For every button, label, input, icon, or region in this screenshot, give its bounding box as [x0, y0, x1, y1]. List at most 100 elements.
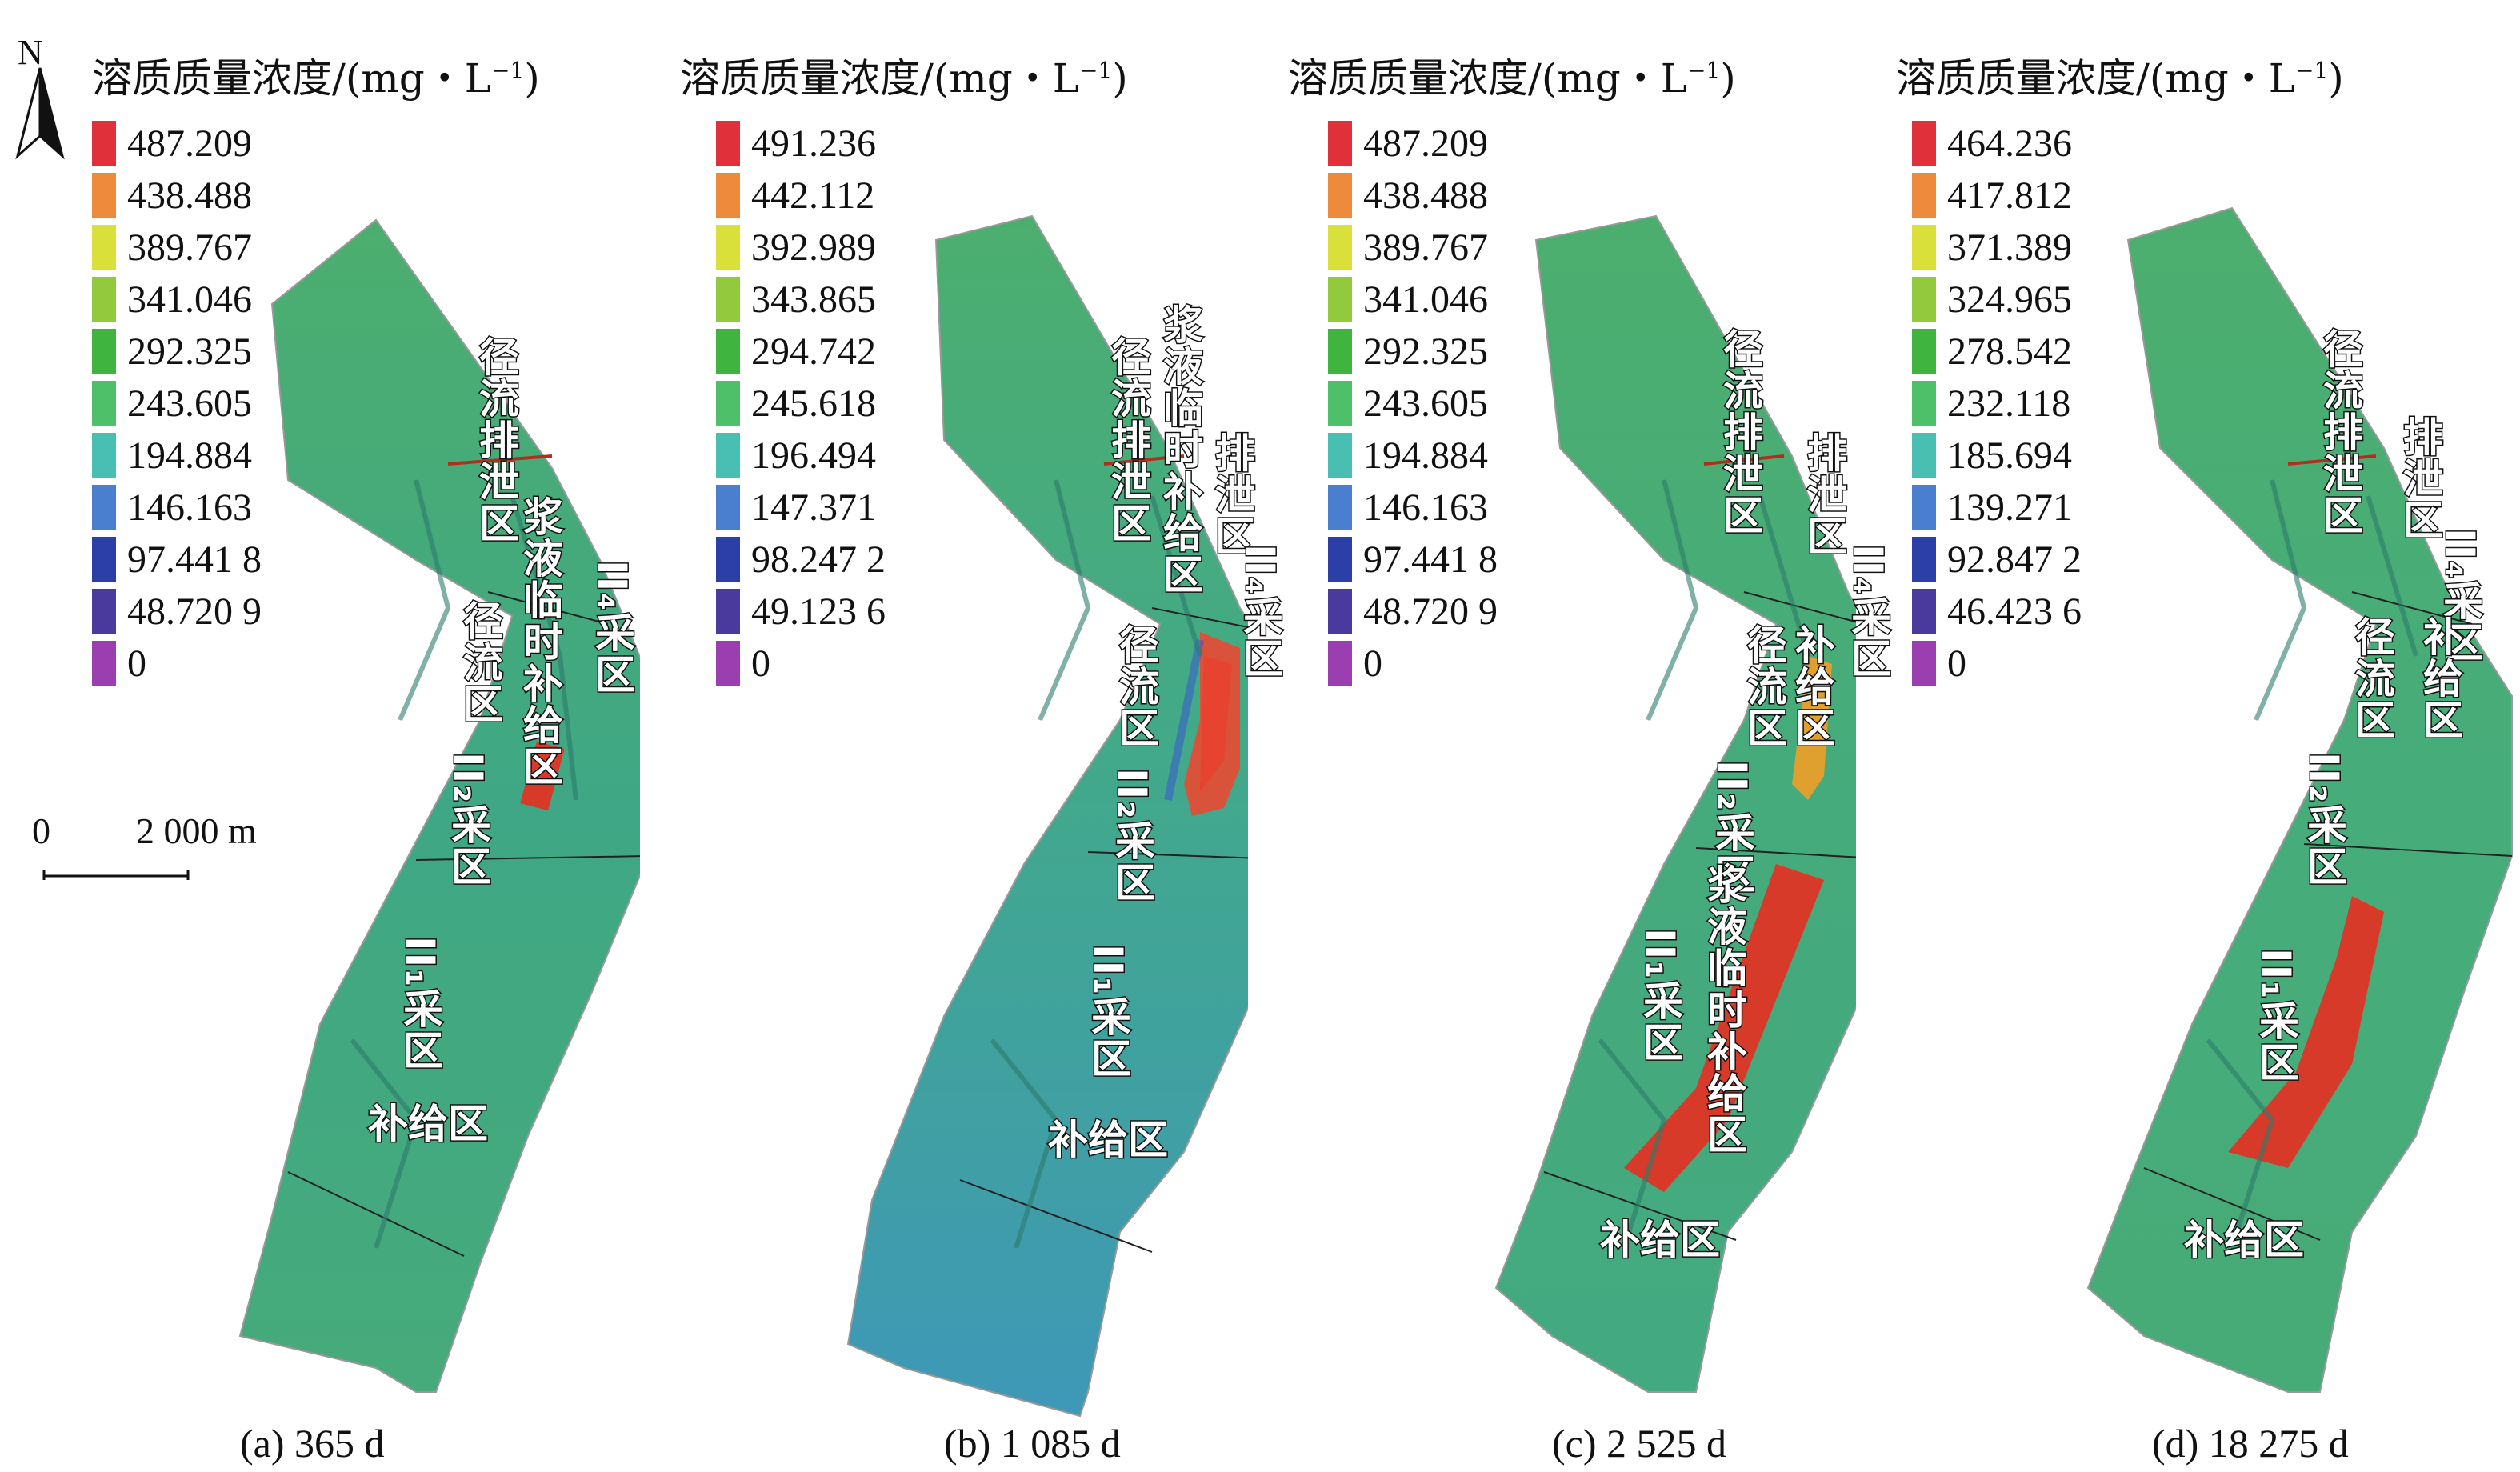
label-discharge: 排泄区 [1800, 431, 1849, 558]
concentration-map-a [238, 218, 640, 1393]
legend-title: 溶质质量浓度/(mg・L−1) [1288, 55, 1736, 102]
label-slurry-recharge: 浆液临时补给区 [1700, 863, 1749, 1157]
panel-caption: (c) 2 525 d [1552, 1421, 1726, 1466]
scale-zero-label: 0 [32, 810, 50, 851]
legend-row: 487.209 [1328, 120, 1488, 166]
legend-row: 0 [92, 640, 146, 686]
label-discharge: 排泄区 [2396, 415, 2445, 542]
legend-row: 194.884 [92, 432, 252, 478]
legend-row: 464.236 [1912, 120, 2072, 166]
study-area-polygon [1494, 214, 1856, 1393]
panel-caption: (d) 18 275 d [2152, 1421, 2349, 1466]
legend-row: 139.271 [1912, 484, 2072, 530]
label-mining-ii1: II₁采区 [396, 934, 445, 1072]
label-mining-ii1: II₁采区 [2252, 946, 2301, 1084]
label-runoff-discharge: 径流排泄区 [1716, 327, 1765, 538]
label-mining-ii4: II₄采区 [2436, 526, 2485, 664]
label-discharge: 排泄区 [1208, 431, 1257, 558]
legend-row: 0 [1912, 640, 1966, 686]
legend-row: 46.423 6 [1912, 588, 2082, 634]
label-runoff-discharge: 径流排泄区 [1104, 335, 1153, 546]
label-mining-ii1: II₁采区 [1084, 942, 1133, 1080]
label-mining-ii2: II₂采区 [1108, 766, 1157, 904]
label-recharge: 补给区 [1047, 1117, 1170, 1163]
study-area-polygon [2086, 206, 2513, 1393]
legend-row: 438.488 [92, 172, 252, 218]
legend-row: 243.605 [92, 380, 252, 426]
legend-row: 185.694 [1912, 432, 2072, 478]
label-runoff-discharge: 径流排泄区 [472, 335, 521, 546]
legend-title: 溶质质量浓度/(mg・L−1) [92, 55, 540, 102]
legend-row: 97.441 8 [1328, 536, 1498, 582]
legend-row: 292.325 [92, 328, 252, 374]
legend-row: 97.441 8 [92, 536, 262, 582]
legend-row: 196.494 [716, 432, 876, 478]
legend-row: 343.865 [716, 276, 876, 322]
legend-row: 0 [1328, 640, 1382, 686]
legend-row: 194.884 [1328, 432, 1488, 478]
label-runoff: 径流区 [1112, 623, 1161, 750]
panel-a: 溶质质量浓度/(mg・L−1) 487.209 438.488 389.767 … [0, 0, 640, 1472]
legend-row: 487.209 [92, 120, 252, 166]
north-label: N [18, 33, 43, 72]
legend-row: 294.742 [716, 328, 876, 374]
legend-title: 溶质质量浓度/(mg・L−1) [1896, 55, 2344, 102]
legend-row: 147.371 [716, 484, 876, 530]
label-recharge: 补给区 [367, 1101, 490, 1147]
study-area-polygon [846, 214, 1248, 1418]
label-mining-ii1: II₁采区 [1636, 926, 1685, 1064]
legend-row: 232.118 [1912, 380, 2070, 426]
legend-row: 98.247 2 [716, 536, 886, 582]
label-mining-ii2: II₂采区 [1708, 758, 1757, 896]
label-mining-ii4: II₄采区 [1844, 542, 1893, 680]
legend-row: 146.163 [1328, 484, 1488, 530]
legend-row: 341.046 [92, 276, 252, 322]
label-slurry-recharge: 浆液临时补给区 [1156, 303, 1205, 597]
legend-row: 438.488 [1328, 172, 1488, 218]
legend-row: 292.325 [1328, 328, 1488, 374]
label-runoff: 径流区 [1740, 623, 1789, 750]
label-mining-ii4: II₄采区 [588, 558, 637, 696]
label-runoff: 径流区 [456, 599, 505, 726]
panel-c: 溶质质量浓度/(mg・L−1) 487.209 438.488 389.767 … [1216, 0, 1893, 1472]
study-area-polygon [238, 218, 640, 1393]
label-recharge-small: 补给区 [2416, 615, 2465, 742]
label-runoff: 径流区 [2348, 615, 2397, 742]
legend-row: 491.236 [716, 120, 876, 166]
legend-row: 0 [716, 640, 770, 686]
north-arrow-icon [15, 67, 65, 160]
label-recharge-small: 补给区 [1788, 623, 1837, 750]
legend-row: 48.720 9 [92, 588, 262, 634]
concentration-map-b [846, 214, 1248, 1418]
legend-row: 278.542 [1912, 328, 2072, 374]
legend-row: 324.965 [1912, 276, 2072, 322]
plume-a [520, 741, 565, 811]
legend-row: 341.046 [1328, 276, 1488, 322]
concentration-map-d [2086, 206, 2513, 1393]
panel-d: 溶质质量浓度/(mg・L−1) 464.236 417.812 371.389 … [1824, 0, 2513, 1472]
legend-row: 371.389 [1912, 224, 2072, 270]
legend-row: 49.123 6 [716, 588, 886, 634]
legend-row: 417.812 [1912, 172, 2072, 218]
legend-row: 392.989 [716, 224, 876, 270]
panel-caption: (b) 1 085 d [944, 1421, 1121, 1466]
legend-row: 92.847 2 [1912, 536, 2082, 582]
legend-row: 389.767 [1328, 224, 1488, 270]
legend-row: 245.618 [716, 380, 876, 426]
legend-row: 146.163 [92, 484, 252, 530]
plume-d [2228, 896, 2384, 1168]
legend-row: 389.767 [92, 224, 252, 270]
label-slurry-recharge: 浆液临时补给区 [516, 495, 565, 789]
label-mining-ii4: II₄采区 [1236, 542, 1285, 680]
panel-caption: (a) 365 d [240, 1421, 385, 1466]
legend-row: 442.112 [716, 172, 874, 218]
label-mining-ii2: II₂采区 [2300, 750, 2349, 888]
concentration-map-c [1494, 214, 1856, 1393]
scale-distance-label: 2 000 m [136, 810, 257, 851]
label-runoff-discharge: 径流排泄区 [2316, 327, 2365, 538]
panel-b: 溶质质量浓度/(mg・L−1) 491.236 442.112 392.989 … [608, 0, 1285, 1472]
legend-row: 48.720 9 [1328, 588, 1498, 634]
label-recharge: 补给区 [1599, 1217, 1722, 1263]
plume-c [1624, 864, 1824, 1192]
legend-title: 溶质质量浓度/(mg・L−1) [680, 55, 1128, 102]
